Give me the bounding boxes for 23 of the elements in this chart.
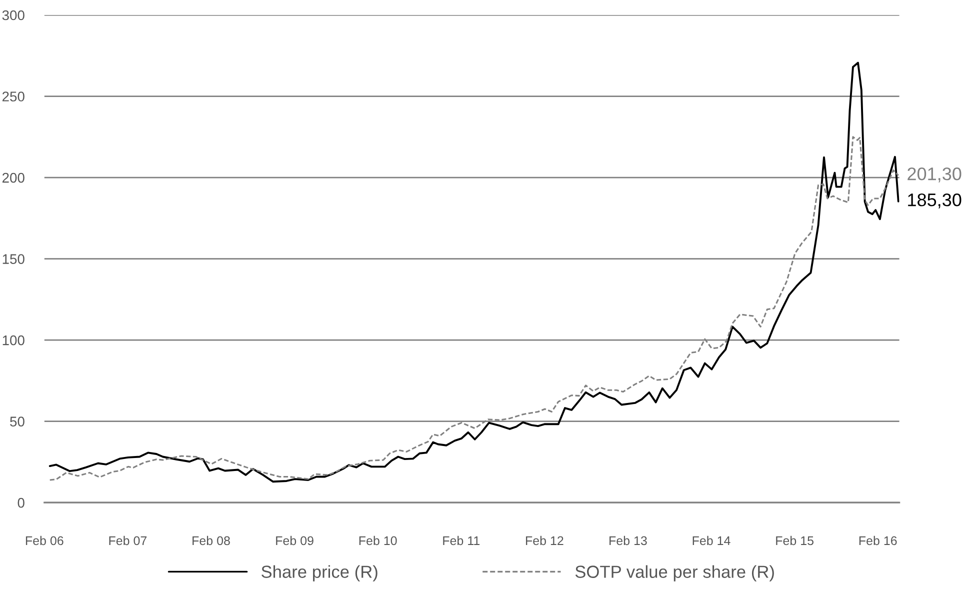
y-tick-label: 150 [2, 254, 24, 264]
x-tick-label: Feb 14 [692, 536, 730, 546]
legend-label: Share price (R) [262, 565, 378, 582]
x-tick-label: Feb 15 [776, 536, 814, 546]
x-tick-label: Feb 16 [859, 536, 897, 546]
line-series [48, 62, 900, 483]
y-tick-label: 200 [2, 172, 24, 183]
y-tick-label: 250 [2, 92, 24, 102]
annotation: 201,30 [908, 167, 962, 182]
x-tick-label: Feb 09 [276, 536, 314, 546]
x-tick-label: Feb 13 [610, 536, 647, 546]
x-tick-label: Feb 10 [359, 536, 397, 546]
x-tick-label: Feb 07 [109, 536, 147, 546]
x-tick-label: Feb 08 [192, 536, 230, 546]
x-tick-label: Feb 12 [526, 536, 564, 546]
y-tick-label: 50 [10, 416, 24, 427]
x-tick-label: Feb 06 [26, 536, 64, 546]
x-tick-label: Feb 11 [443, 536, 480, 546]
y-tick-label: 100 [2, 335, 24, 346]
y-tick-label: 300 [2, 10, 24, 20]
annotation: 185,30 [908, 193, 962, 208]
y-tick-label: 0 [18, 498, 24, 508]
legend-label: SOTP value per share (R) [575, 565, 774, 582]
